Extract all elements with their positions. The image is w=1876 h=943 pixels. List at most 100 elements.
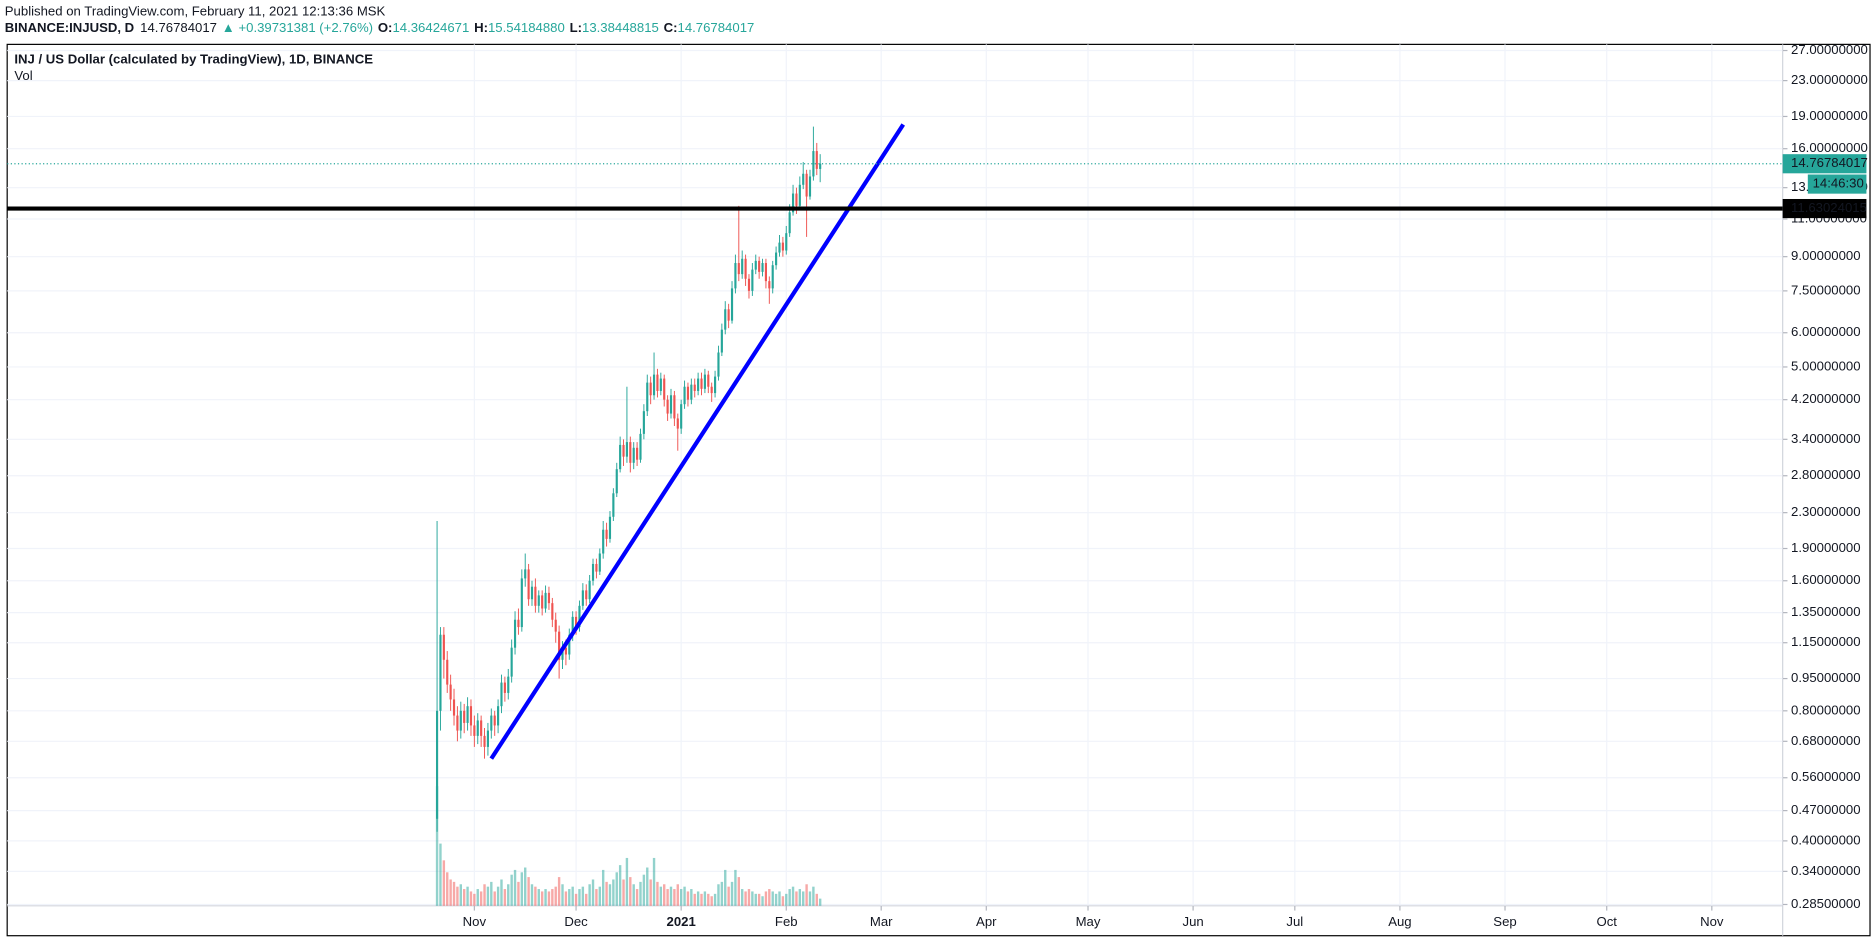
candle-body: [710, 386, 713, 394]
volume-bar: [717, 884, 720, 906]
candle-body: [703, 374, 706, 389]
candle-body: [581, 590, 584, 606]
volume-bar: [537, 889, 540, 906]
volume-bar: [720, 881, 724, 906]
y-tick-label: 0.68000000: [1791, 733, 1861, 748]
chart-title: INJ / US Dollar (calculated by TradingVi…: [14, 51, 373, 66]
volume-bar: [554, 886, 557, 906]
candle-body: [707, 374, 710, 387]
volume-bar: [788, 889, 791, 906]
volume-bar: [486, 886, 490, 906]
volume-bar: [785, 893, 788, 906]
candle-body: [446, 659, 449, 685]
symbol-line: BINANCE:INJUSD, D 14.76784017 ▲ +0.3973138…: [5, 20, 755, 35]
volume-bar: [473, 893, 476, 906]
volume-bar: [622, 879, 625, 906]
x-tick-label: Oct: [1596, 914, 1617, 929]
volume-bar: [578, 889, 581, 906]
x-tick-label: Feb: [775, 914, 798, 929]
last-price-label: 14.76784017: [1791, 155, 1868, 170]
candle-body: [808, 176, 812, 197]
candle-body: [741, 258, 744, 275]
candle-body: [602, 529, 605, 554]
candle-body: [500, 682, 503, 707]
candle-body: [507, 676, 510, 693]
candle-body: [513, 619, 517, 648]
volume-bar: [439, 843, 442, 906]
volume-bar: [490, 881, 493, 906]
volume-bar: [659, 886, 663, 906]
volume-bar: [459, 884, 462, 906]
candle-body: [442, 634, 445, 660]
last-price: 14.76784017: [140, 20, 217, 35]
volume-bar: [452, 881, 456, 906]
change: ▲ +0.39731381 (+2.76%): [222, 20, 373, 35]
y-tick-label: 1.15000000: [1791, 634, 1861, 649]
candle-body: [632, 447, 635, 463]
volume-bar: [442, 860, 446, 906]
volume-bar: [744, 891, 747, 906]
y-tick-label: 19.00000000: [1791, 108, 1868, 123]
volume-bar: [669, 886, 673, 906]
volume-bar: [632, 884, 635, 906]
candle-body: [639, 433, 642, 460]
published-note: Published on TradingView.com, February 1…: [5, 4, 386, 19]
volume-bar: [815, 893, 818, 906]
y-tick-label: 0.80000000: [1791, 702, 1861, 717]
candle-body: [619, 444, 622, 470]
volume-bar: [571, 886, 574, 906]
candle-body: [585, 590, 588, 600]
candle-body: [449, 684, 452, 700]
candle-body: [574, 616, 578, 628]
candle-body: [612, 493, 615, 517]
x-tick-label: Jul: [1286, 914, 1303, 929]
candle-body: [656, 374, 659, 391]
candle-body: [497, 706, 500, 726]
x-tick-label: Dec: [564, 914, 588, 929]
candle-body: [459, 710, 462, 731]
candle-body: [697, 378, 700, 391]
volume-bar: [805, 884, 808, 906]
ohlc-value: 13.38448815: [582, 20, 659, 35]
candle-body: [676, 418, 679, 429]
volume-bar: [727, 886, 730, 906]
candle-body: [591, 563, 595, 581]
candle-body: [452, 699, 456, 716]
candle-body: [595, 563, 598, 572]
volume-bar: [713, 893, 717, 906]
candle-body: [686, 386, 690, 400]
volume-bar: [615, 872, 618, 906]
y-tick-label: 0.34000000: [1791, 863, 1861, 878]
candle-body: [717, 352, 720, 377]
volume-bar: [476, 889, 479, 906]
candle-body: [785, 233, 788, 251]
candle-body: [812, 151, 815, 177]
y-tick-label: 0.28500000: [1791, 896, 1861, 911]
candle-body: [537, 595, 540, 606]
candle-body: [663, 378, 666, 400]
volume-bar: [507, 884, 510, 906]
volume-bar: [568, 889, 571, 906]
candle-body: [588, 580, 591, 600]
candle-body: [561, 647, 564, 660]
volume-bar: [612, 879, 615, 906]
volume-bar: [754, 893, 757, 906]
candle-body: [463, 710, 466, 723]
volume-bar: [585, 893, 588, 906]
volume-bar: [761, 896, 764, 906]
volume-bar: [598, 886, 601, 906]
candle-body: [551, 603, 554, 620]
candle-body: [629, 442, 632, 463]
volume-bars: [435, 786, 822, 906]
candle-body: [605, 529, 608, 539]
candle-body: [737, 263, 740, 275]
candle-body: [771, 265, 774, 289]
candle-body: [666, 399, 669, 414]
volume-bar: [683, 886, 686, 906]
y-tick-label: 5.00000000: [1791, 358, 1861, 373]
candle-body: [544, 592, 547, 609]
candle-body: [530, 586, 534, 600]
volume-bar: [469, 891, 473, 906]
volume-bar: [449, 879, 452, 906]
